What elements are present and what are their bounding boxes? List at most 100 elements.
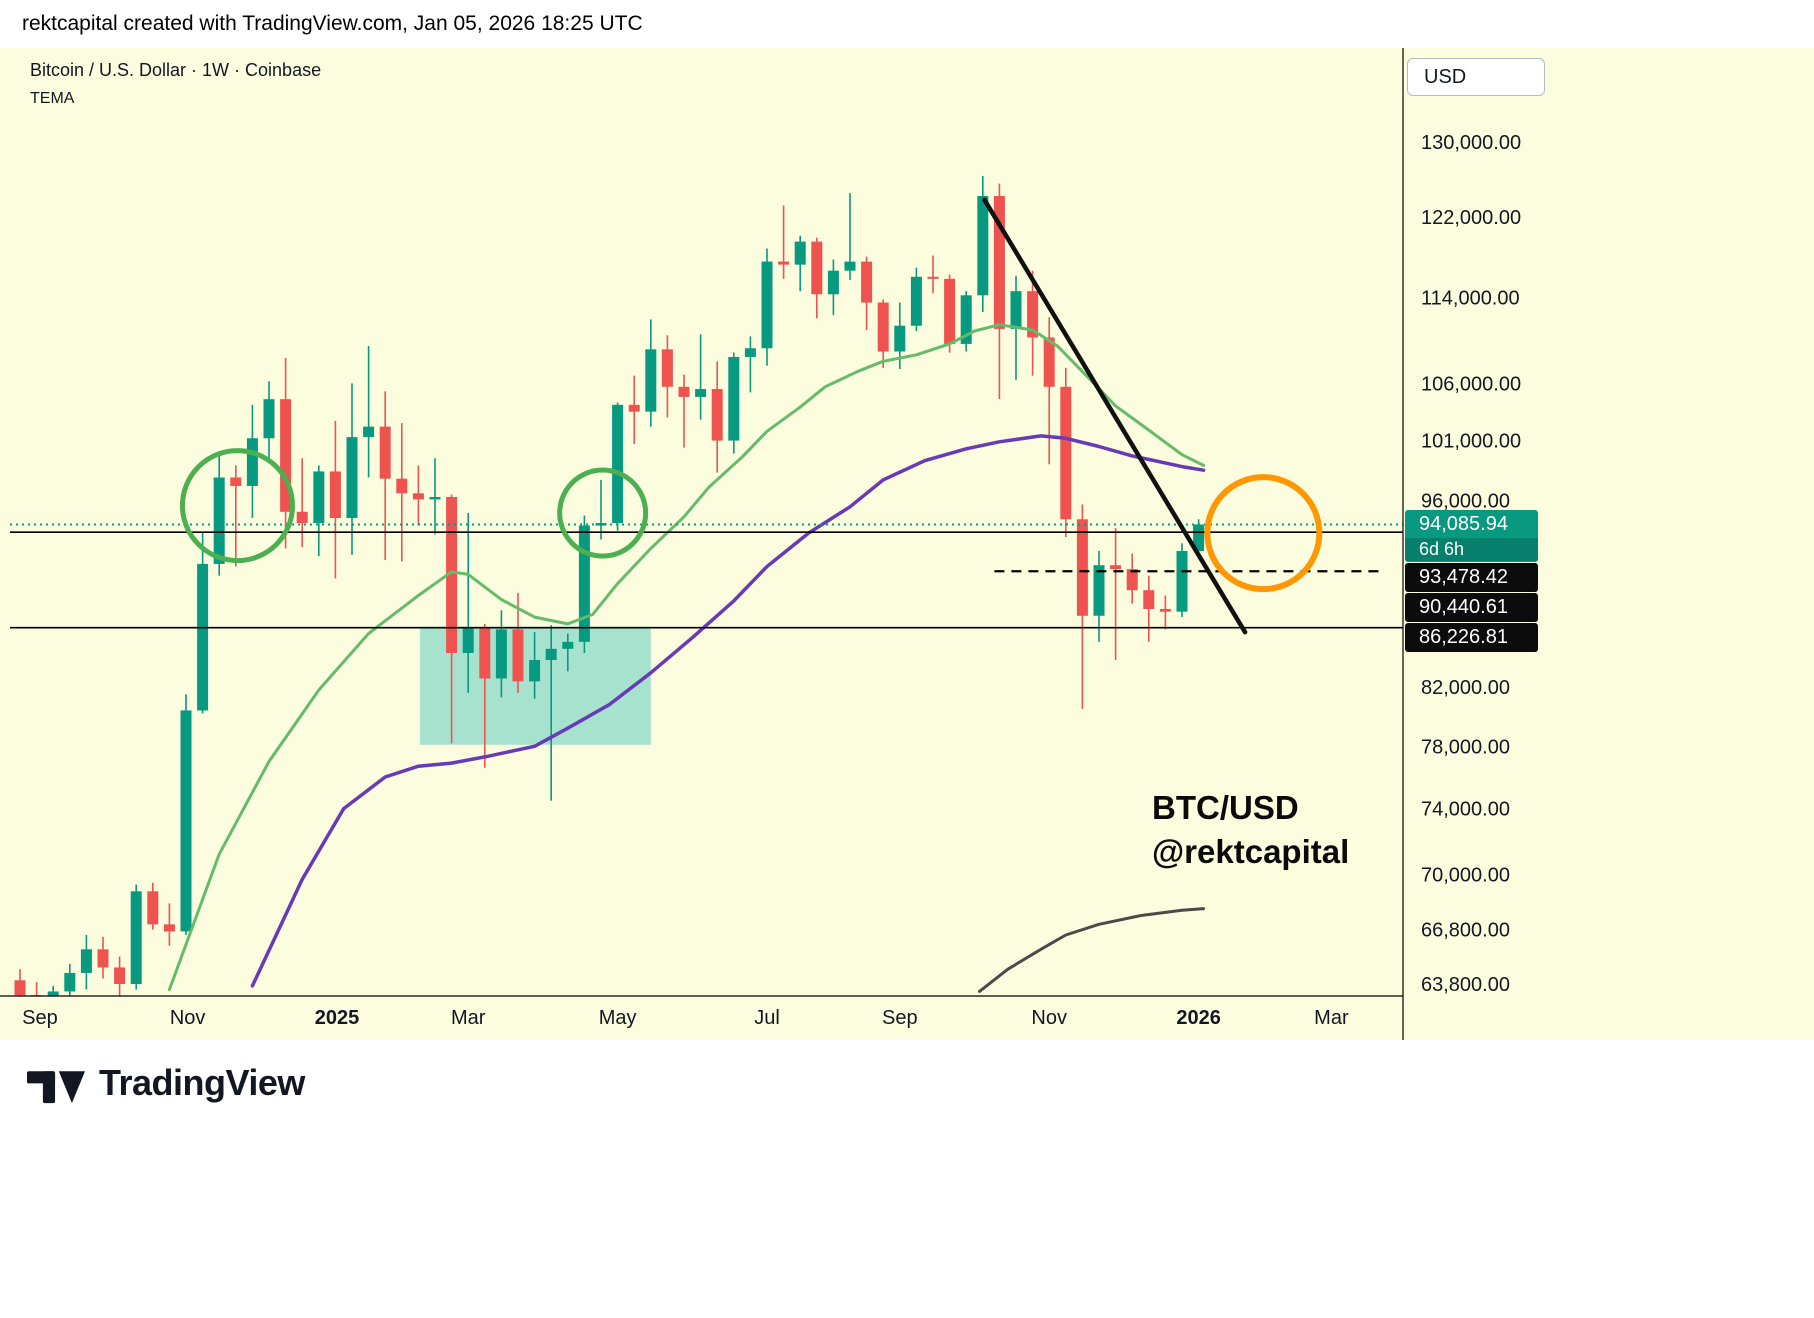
candle-body <box>678 386 690 397</box>
candle-body <box>977 195 989 296</box>
current-price-badge: 94,085.94 6d 6h <box>1405 510 1538 563</box>
candle-body <box>346 437 358 519</box>
plot-area[interactable] <box>10 176 1403 1020</box>
candle-body <box>14 980 26 996</box>
time-tick-label: Mar <box>451 1007 486 1029</box>
time-tick-label: Nov <box>1031 1007 1067 1029</box>
candle-body <box>329 471 341 519</box>
tradingview-brand[interactable]: TradingView <box>27 1060 305 1105</box>
price-badge-value: 90,440.61 <box>1419 596 1508 619</box>
candle-body <box>246 438 258 486</box>
chart-area: 130,000.00 122,000.00 114,000.00 106,000.00… <box>0 48 1814 1040</box>
candle-body <box>213 477 225 564</box>
ma-green-line <box>167 323 1206 992</box>
candle-body <box>761 261 773 349</box>
chart-legend: Bitcoin / U.S. Dollar · 1W · Coinbase TE… <box>30 60 321 108</box>
indicator-label[interactable]: TEMA <box>30 90 75 107</box>
watermark-handle: @rektcapital <box>1152 833 1350 870</box>
level-price-badge: 93,478.42 <box>1405 563 1538 593</box>
price-tick-label: 101,000.00 <box>1421 431 1521 453</box>
candle-body <box>462 628 474 653</box>
price-tick-label: 96,000.00 <box>1421 491 1510 513</box>
candle-body <box>562 641 574 649</box>
candle-body <box>861 261 873 303</box>
candle-body <box>1159 608 1171 612</box>
time-tick-label: Jul <box>754 1007 780 1029</box>
candle-countdown: 6d 6h <box>1405 538 1538 562</box>
candle-body <box>1010 291 1022 329</box>
candle-body <box>944 278 956 344</box>
price-tick-label: 78,000.00 <box>1421 736 1510 758</box>
candle-body <box>728 356 740 441</box>
ma-gray-line <box>978 907 1206 993</box>
candle-body <box>894 325 906 352</box>
candle-body <box>628 404 640 412</box>
candle-body <box>661 349 673 387</box>
price-tick-label: 70,000.00 <box>1421 864 1510 886</box>
candle-body <box>495 629 507 679</box>
candlestick-series[interactable] <box>14 176 1205 1020</box>
candle-body <box>1027 291 1039 338</box>
price-tick-label: 63,800.00 <box>1421 974 1510 996</box>
candle-body <box>363 426 375 438</box>
candle-body <box>197 563 209 711</box>
circle-annotation[interactable] <box>557 467 649 559</box>
price-badge-value: 86,226.81 <box>1419 626 1508 649</box>
chart-canvas[interactable]: 130,000.00 122,000.00 114,000.00 106,000.00… <box>0 48 1814 1040</box>
level-price-badge: 90,440.61 <box>1405 593 1538 623</box>
candle-body <box>446 496 458 653</box>
candle-body <box>645 349 657 412</box>
candle-body <box>877 302 889 352</box>
candle-body <box>695 389 707 397</box>
range-box-annotation[interactable] <box>420 626 651 745</box>
price-badge-value: 94,085.94 <box>1419 513 1508 536</box>
candle-body <box>263 399 275 439</box>
candle-body <box>97 949 109 968</box>
candle-body <box>1060 386 1072 520</box>
candle-body <box>47 991 59 996</box>
price-tick-label: 82,000.00 <box>1421 677 1510 699</box>
price-tick-label: 106,000.00 <box>1421 373 1521 395</box>
price-badge-value: 93,478.42 <box>1419 566 1508 589</box>
candle-body <box>429 496 441 500</box>
candle-body <box>396 478 408 494</box>
candle-body <box>512 629 524 682</box>
time-tick-label: Nov <box>170 1007 206 1029</box>
candle-body <box>1176 551 1188 612</box>
candle-body <box>827 270 839 295</box>
candle-body <box>1093 565 1105 616</box>
candle-body <box>163 924 175 932</box>
time-tick-label: Sep <box>22 1007 58 1029</box>
candle-body <box>545 648 557 661</box>
trendline-drawing[interactable] <box>982 197 1248 635</box>
candle-body <box>412 493 424 500</box>
candle-body <box>64 972 76 992</box>
candle-body <box>313 471 325 524</box>
candle-body <box>844 261 856 271</box>
watermark-symbol: BTC/USD <box>1152 789 1299 826</box>
symbol-title[interactable]: Bitcoin / U.S. Dollar · 1W · Coinbase <box>30 60 322 80</box>
candle-body <box>130 891 142 985</box>
candle-body <box>529 660 541 682</box>
candle-body <box>778 261 790 265</box>
tradingview-logo-text: TradingView <box>99 1061 305 1103</box>
candle-body <box>1193 524 1205 552</box>
attribution-bar: rektcapital created with TradingView.com… <box>0 0 1814 48</box>
candle-body <box>1043 337 1055 387</box>
candle-body <box>280 399 292 512</box>
price-tick-label: 66,800.00 <box>1421 920 1510 942</box>
candle-body <box>80 949 92 973</box>
circle-annotation[interactable] <box>1204 474 1323 593</box>
candle-body <box>296 511 308 524</box>
candle-body <box>993 195 1005 329</box>
candle-body <box>147 891 159 925</box>
time-tick-label: May <box>599 1007 637 1029</box>
level-price-badge: 86,226.81 <box>1405 623 1538 653</box>
circle-annotation[interactable] <box>179 448 295 564</box>
currency-toggle-button[interactable]: USD <box>1407 58 1545 96</box>
candle-body <box>379 426 391 479</box>
tradingview-logo-icon <box>27 1071 85 1104</box>
time-tick-label: 2025 <box>315 1007 360 1029</box>
candle-body <box>479 628 491 679</box>
price-tick-label: 122,000.00 <box>1421 207 1521 229</box>
